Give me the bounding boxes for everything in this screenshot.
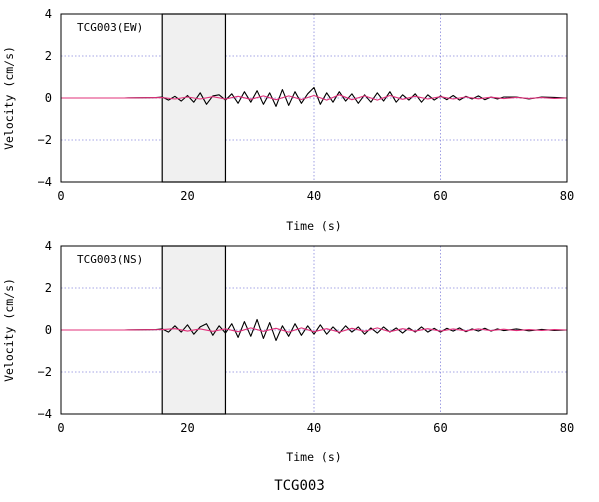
y-tick-label: 2 xyxy=(45,49,52,63)
x-tick-label: 0 xyxy=(57,421,64,435)
x-tick-label: 60 xyxy=(433,189,447,203)
x-tick-label: 80 xyxy=(560,421,574,435)
y-tick-label: 4 xyxy=(45,239,52,253)
y-tick-label: 4 xyxy=(45,7,52,21)
x-tick-label: 40 xyxy=(307,421,321,435)
y-axis-label: Velocity (cm/s) xyxy=(2,278,16,382)
y-tick-label: −4 xyxy=(38,175,52,189)
y-tick-label: 0 xyxy=(45,91,52,105)
x-axis-label: Time (s) xyxy=(286,450,341,464)
x-tick-label: 40 xyxy=(307,189,321,203)
y-tick-label: −4 xyxy=(38,407,52,421)
x-tick-label: 20 xyxy=(180,189,194,203)
figure-title: TCG003 xyxy=(274,478,325,494)
plot-frame xyxy=(60,245,568,415)
x-tick-label: 80 xyxy=(560,189,574,203)
x-tick-label: 60 xyxy=(433,421,447,435)
y-tick-label: 0 xyxy=(45,323,52,337)
series-line-2 xyxy=(61,327,568,333)
y-axis-label: Velocity (cm/s) xyxy=(2,46,16,150)
y-tick-label: −2 xyxy=(38,133,52,147)
panel-title: TCG003(EW) xyxy=(77,21,143,34)
x-tick-label: 0 xyxy=(57,189,64,203)
series-line-2 xyxy=(61,94,568,101)
plot-frame xyxy=(60,13,568,183)
y-tick-label: 2 xyxy=(45,281,52,295)
y-tick-label: −2 xyxy=(38,365,52,379)
x-tick-label: 20 xyxy=(180,421,194,435)
x-axis-label: Time (s) xyxy=(286,219,341,233)
panel-title: TCG003(NS) xyxy=(77,253,143,266)
